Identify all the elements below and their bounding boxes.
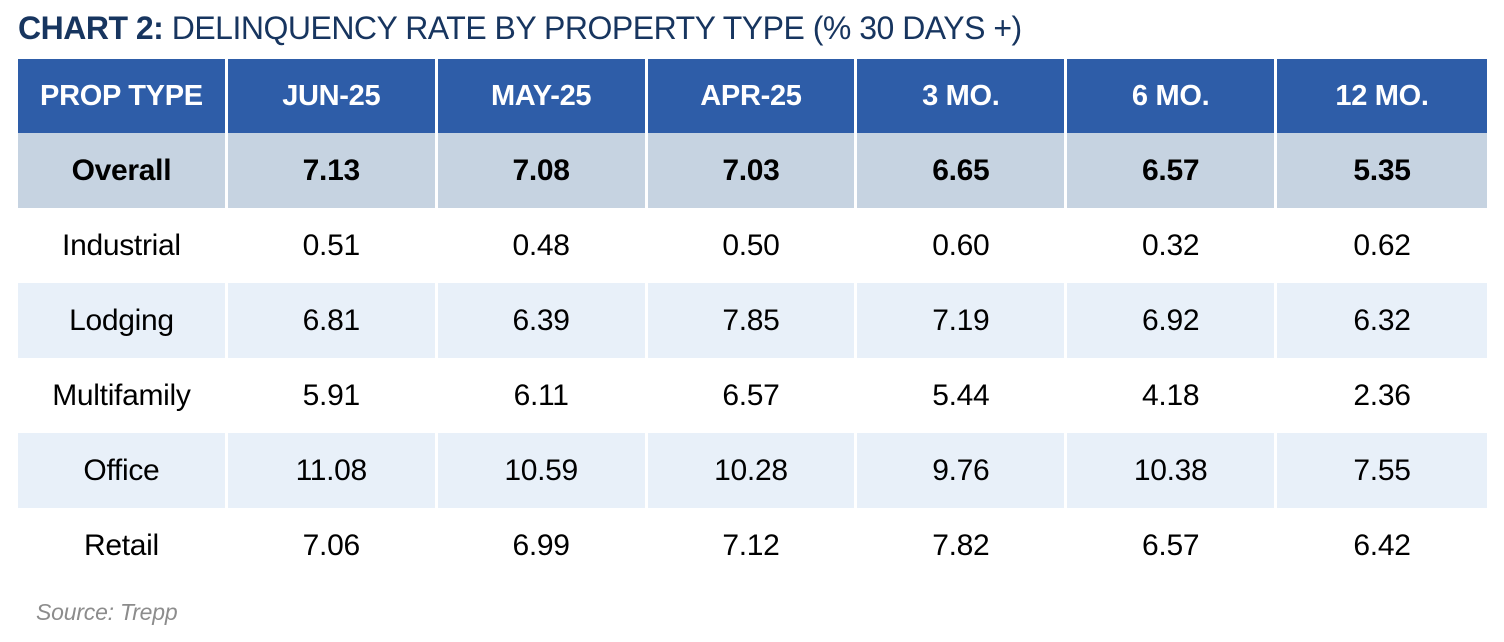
table-row-retail: Retail 7.06 6.99 7.12 7.82 6.57 6.42 [18, 508, 1487, 583]
chart-title-prefix: CHART 2: [18, 10, 164, 46]
cell-lodging-may-25: 6.39 [437, 283, 648, 358]
cell-lodging-apr-25: 7.85 [647, 283, 858, 358]
chart-title: CHART 2: DELINQUENCY RATE BY PROPERTY TY… [18, 8, 1487, 48]
cell-overall-apr-25: 7.03 [647, 133, 858, 208]
cell-overall-6-mo: 6.57 [1067, 133, 1278, 208]
report-figure: CHART 2: DELINQUENCY RATE BY PROPERTY TY… [18, 8, 1487, 625]
cell-multifamily-12-mo: 2.36 [1277, 358, 1487, 433]
source-note: Source: Trepp [36, 599, 178, 625]
cell-multifamily-jun-25: 5.91 [227, 358, 438, 433]
row-label-retail: Retail [18, 508, 228, 583]
column-header-12-mo: 12 MO. [1277, 59, 1487, 133]
cell-office-jun-25: 11.08 [227, 433, 438, 508]
cell-retail-jun-25: 7.06 [227, 508, 438, 583]
cell-lodging-jun-25: 6.81 [227, 283, 438, 358]
row-label-overall: Overall [18, 133, 228, 208]
cell-industrial-6-mo: 0.32 [1067, 208, 1278, 283]
chart-title-text: DELINQUENCY RATE BY PROPERTY TYPE (% 30 … [163, 10, 1022, 46]
cell-multifamily-may-25: 6.11 [437, 358, 648, 433]
cell-retail-may-25: 6.99 [437, 508, 648, 583]
cell-industrial-3-mo: 0.60 [857, 208, 1068, 283]
cell-lodging-12-mo: 6.32 [1277, 283, 1487, 358]
table-row-office: Office 11.08 10.59 10.28 9.76 10.38 7.55 [18, 433, 1487, 508]
cell-multifamily-3-mo: 5.44 [857, 358, 1068, 433]
cell-retail-apr-25: 7.12 [647, 508, 858, 583]
delinquency-rate-table: PROP TYPE JUN-25 MAY-25 APR-25 3 MO. 6 MO. 12 … [18, 59, 1487, 583]
cell-lodging-3-mo: 7.19 [857, 283, 1068, 358]
cell-overall-3-mo: 6.65 [857, 133, 1068, 208]
cell-retail-3-mo: 7.82 [857, 508, 1068, 583]
cell-office-apr-25: 10.28 [647, 433, 858, 508]
cell-overall-12-mo: 5.35 [1277, 133, 1487, 208]
cell-industrial-jun-25: 0.51 [227, 208, 438, 283]
table-header-row: PROP TYPE JUN-25 MAY-25 APR-25 3 MO. 6 MO. 12 … [18, 59, 1487, 133]
row-label-multifamily: Multifamily [18, 358, 228, 433]
column-header-3-mo: 3 MO. [857, 59, 1068, 133]
cell-multifamily-apr-25: 6.57 [647, 358, 858, 433]
table-row-overall: Overall 7.13 7.08 7.03 6.65 6.57 5.35 [18, 133, 1487, 208]
column-header-may-25: MAY-25 [437, 59, 648, 133]
cell-office-6-mo: 10.38 [1067, 433, 1278, 508]
column-header-apr-25: APR-25 [647, 59, 858, 133]
cell-overall-jun-25: 7.13 [227, 133, 438, 208]
cell-industrial-12-mo: 0.62 [1277, 208, 1487, 283]
cell-retail-12-mo: 6.42 [1277, 508, 1487, 583]
cell-office-3-mo: 9.76 [857, 433, 1068, 508]
column-header-prop-type: PROP TYPE [18, 59, 228, 133]
cell-overall-may-25: 7.08 [437, 133, 648, 208]
cell-multifamily-6-mo: 4.18 [1067, 358, 1278, 433]
cell-office-may-25: 10.59 [437, 433, 648, 508]
table-row-industrial: Industrial 0.51 0.48 0.50 0.60 0.32 0.62 [18, 208, 1487, 283]
table-row-multifamily: Multifamily 5.91 6.11 6.57 5.44 4.18 2.36 [18, 358, 1487, 433]
cell-lodging-6-mo: 6.92 [1067, 283, 1278, 358]
cell-industrial-apr-25: 0.50 [647, 208, 858, 283]
row-label-lodging: Lodging [18, 283, 228, 358]
column-header-6-mo: 6 MO. [1067, 59, 1278, 133]
row-label-industrial: Industrial [18, 208, 228, 283]
cell-industrial-may-25: 0.48 [437, 208, 648, 283]
cell-office-12-mo: 7.55 [1277, 433, 1487, 508]
column-header-jun-25: JUN-25 [227, 59, 438, 133]
cell-retail-6-mo: 6.57 [1067, 508, 1278, 583]
table-row-lodging: Lodging 6.81 6.39 7.85 7.19 6.92 6.32 [18, 283, 1487, 358]
row-label-office: Office [18, 433, 228, 508]
